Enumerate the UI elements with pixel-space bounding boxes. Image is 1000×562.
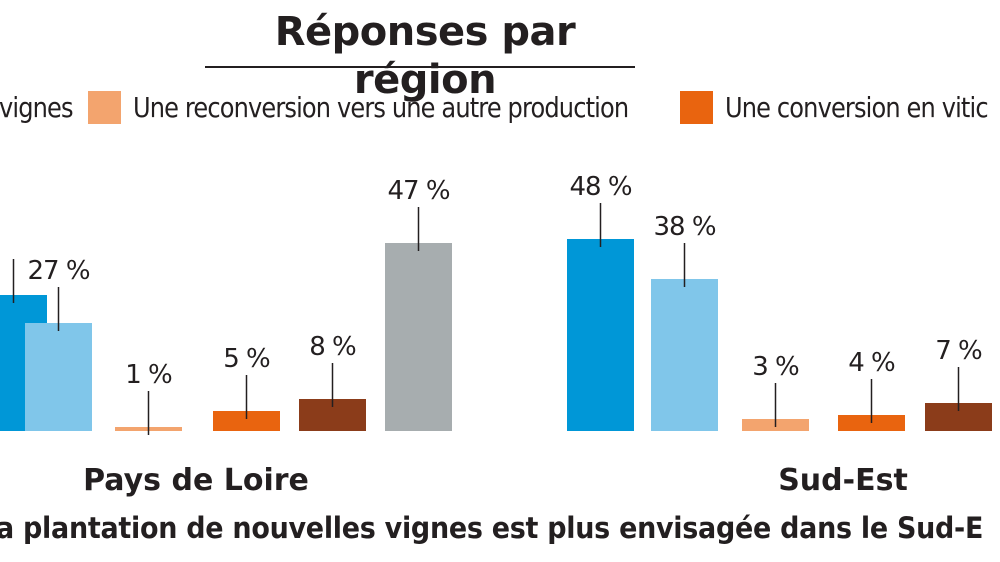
legend-label: vignes — [0, 91, 74, 124]
value-label-sud-est-1: 48 % — [569, 172, 631, 202]
group-label-pays-de-loire: Pays de Loire — [83, 463, 309, 498]
value-label-pays-de-loire-3: 1 % — [125, 360, 172, 390]
value-label-sud-est-4: 4 % — [848, 348, 895, 378]
bar-pays-de-loire-6 — [385, 243, 452, 431]
bar-pays-de-loire-2 — [25, 323, 92, 431]
legend-swatch — [680, 91, 713, 124]
bar-chart: 27 % 1 % 5 % 8 % 47 % Pays de Loire 48 % 38 % 3 … — [0, 172, 992, 498]
chart-caption: a plantation de nouvelles vignes est plu… — [0, 511, 984, 545]
legend-label: Une conversion en vitic — [725, 91, 989, 124]
value-label-pays-de-loire-4: 5 % — [223, 344, 270, 374]
bar-pays-de-loire-4 — [213, 411, 280, 431]
value-label-sud-est-2: 38 % — [653, 212, 715, 242]
legend: vignes Une reconversion vers une autre p… — [0, 88, 1000, 130]
value-label-pays-de-loire-5: 8 % — [309, 332, 356, 362]
legend-label: Une reconversion vers une autre producti… — [133, 91, 629, 124]
bar-sud-est-1 — [567, 239, 634, 431]
legend-swatch — [88, 91, 121, 124]
bar-sud-est-2 — [651, 279, 718, 431]
value-label-pays-de-loire-2: 27 % — [27, 256, 89, 286]
value-label-sud-est-5: 7 % — [935, 336, 982, 366]
chart-title: Réponses par région — [274, 9, 576, 103]
value-label-pays-de-loire-6: 47 % — [387, 176, 449, 206]
value-label-sud-est-3: 3 % — [752, 352, 799, 382]
group-label-sud-est: Sud-Est — [778, 463, 908, 498]
title-underline — [205, 66, 635, 68]
